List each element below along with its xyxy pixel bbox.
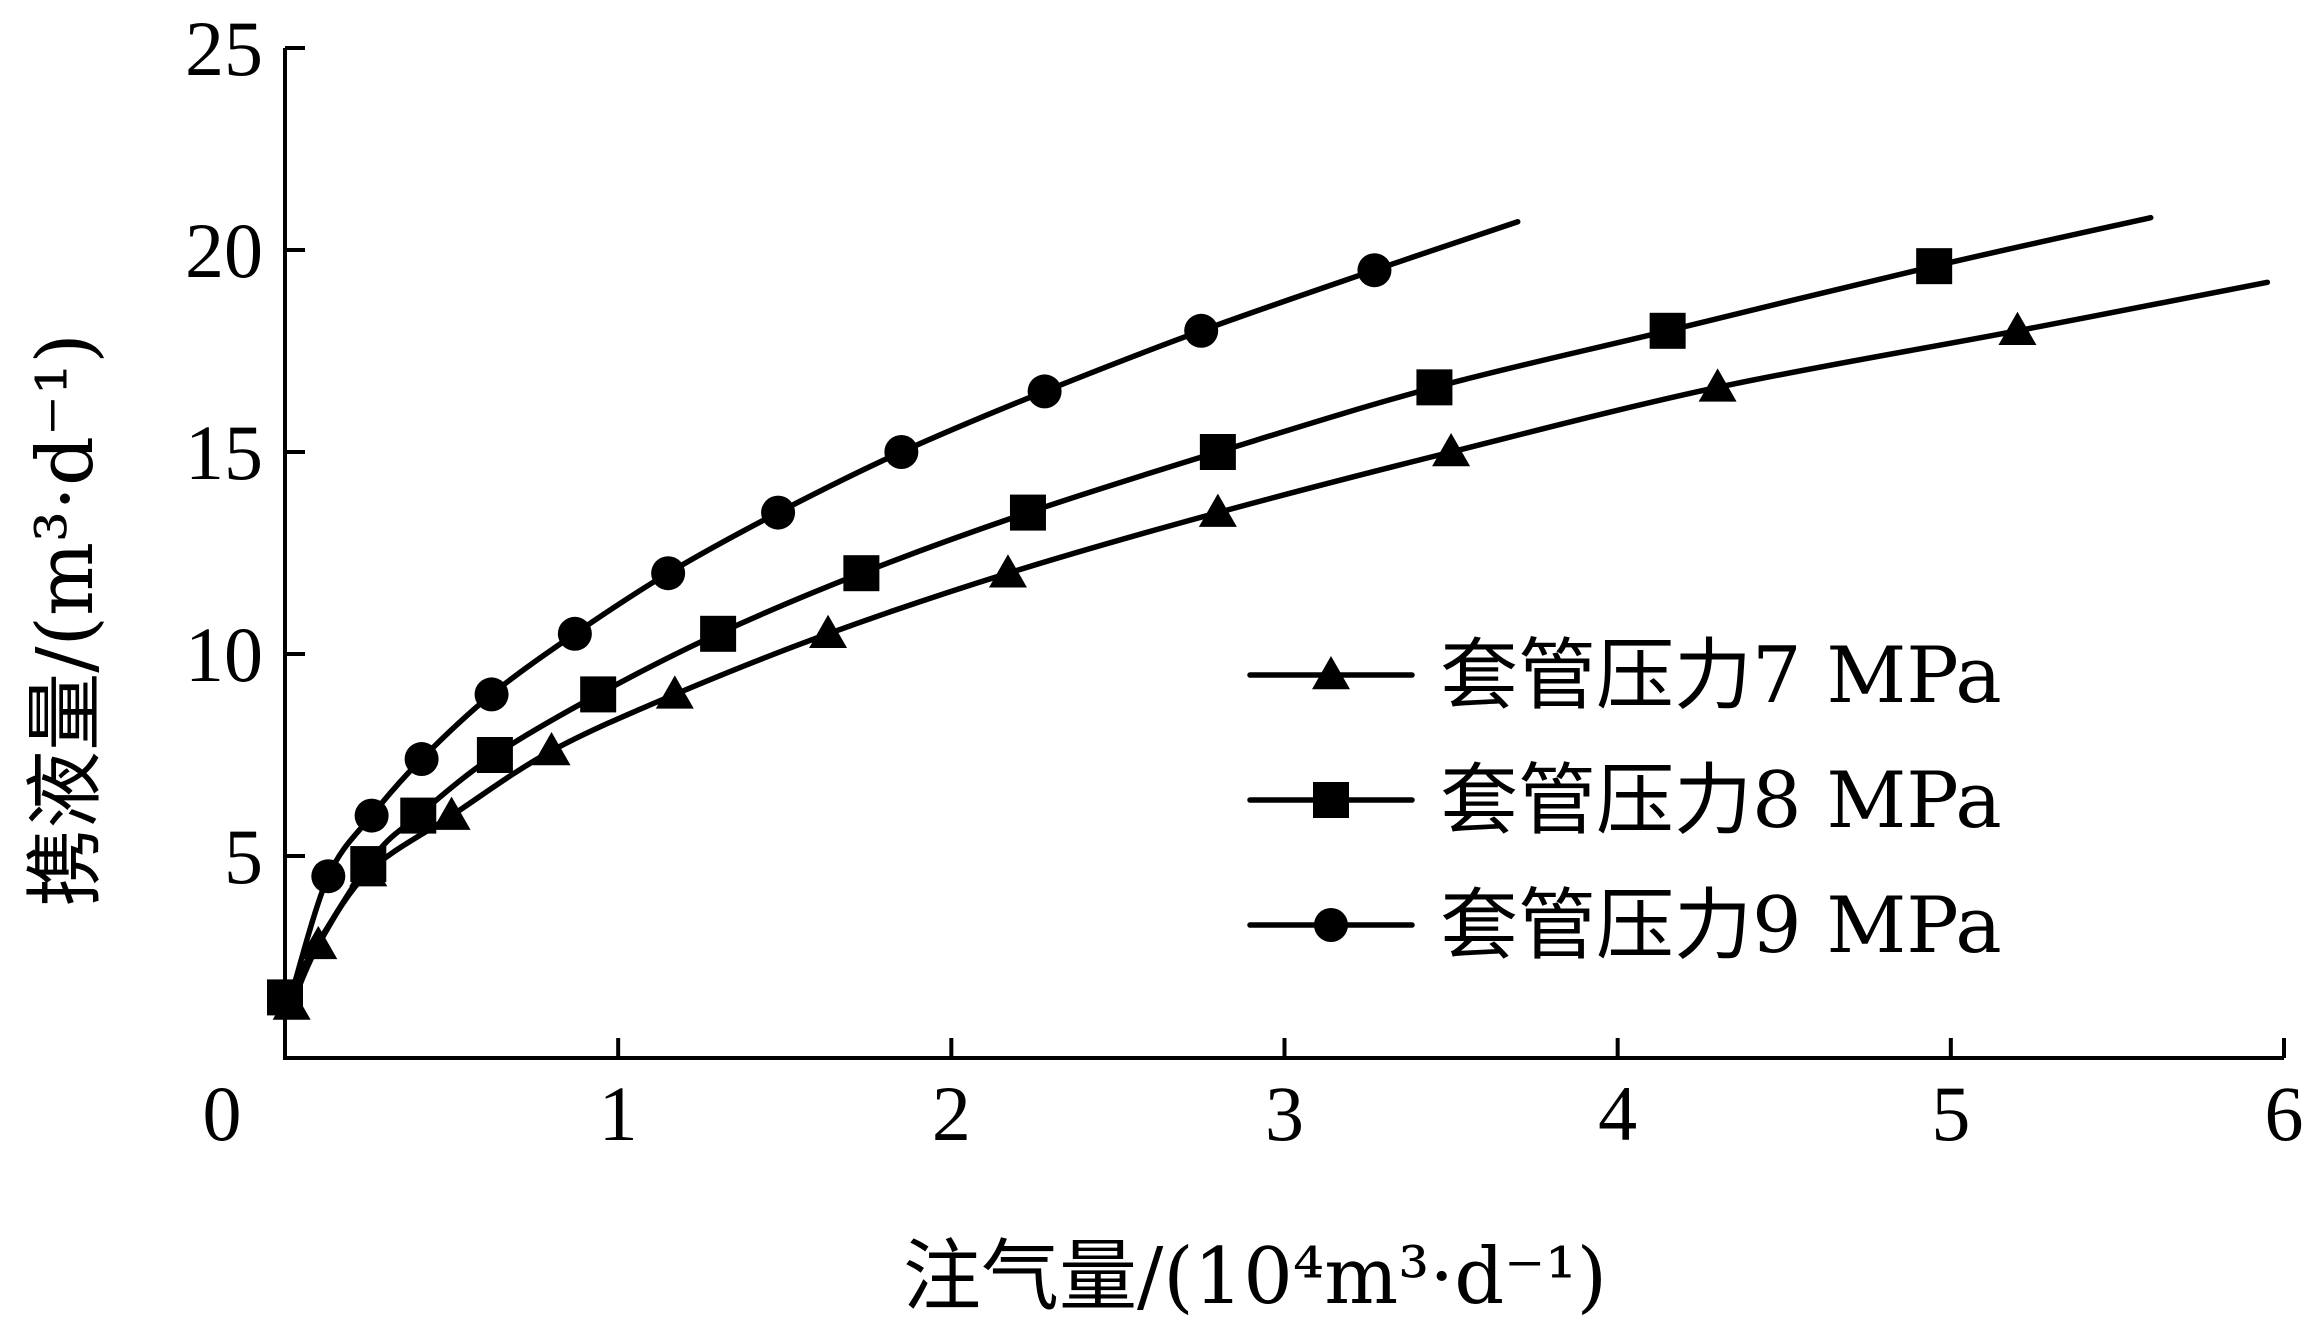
legend: 套管压力7 MPa 套管压力8 MPa 套管压力9 MPa (1247, 631, 2002, 971)
data-point-square (476, 737, 513, 773)
x-tick-label: 2 (932, 1070, 971, 1157)
legend-label: 套管压力9 MPa (1440, 881, 2002, 971)
data-point-triangle (988, 554, 1027, 588)
data-point-circle (761, 495, 796, 530)
y-ticks: 5 10 15 20 25 (185, 5, 305, 900)
data-point-square (350, 846, 387, 883)
legend-marker-circle (1314, 908, 1348, 942)
legend-label: 套管压力8 MPa (1440, 756, 2002, 846)
y-tick-label: 10 (185, 611, 263, 698)
y-axis-title: 携液量/(m³·d⁻¹) (21, 333, 111, 907)
y-tick-label: 20 (185, 207, 263, 294)
data-point-triangle (1698, 368, 1737, 402)
x-axis-title: 注气量/(10⁴m³·d⁻¹) (903, 1232, 1607, 1321)
y-tick-label: 25 (185, 5, 263, 92)
data-point-triangle (299, 925, 338, 960)
x-tick-label: 5 (1931, 1070, 1970, 1157)
data-point-triangle (655, 675, 694, 709)
data-point-triangle (532, 731, 571, 766)
data-point-square (267, 979, 303, 1016)
data-point-circle (884, 435, 919, 469)
data-point-square (1649, 312, 1686, 349)
data-point-circle (557, 616, 592, 651)
x-tick-label: 1 (599, 1070, 638, 1157)
x-tick-label: 3 (1265, 1070, 1304, 1157)
data-point-triangle (432, 796, 471, 830)
y-tick-label: 5 (224, 813, 263, 900)
legend-item-1: 套管压力7 MPa (1247, 631, 2002, 721)
legend-item-2: 套管压力8 MPa (1247, 756, 2002, 846)
data-point-triangle (1198, 493, 1237, 527)
series-markers (267, 248, 2037, 1020)
data-point-square (400, 797, 437, 834)
x-ticks: 0 1 2 3 4 5 6 (203, 1038, 2304, 1157)
data-point-circle (404, 742, 439, 777)
data-point-circle (474, 677, 509, 712)
data-point-square (1916, 248, 1953, 285)
data-point-circle (1184, 313, 1219, 348)
data-point-square (1009, 494, 1046, 531)
data-point-square (1199, 434, 1236, 470)
data-point-circle (1027, 374, 1062, 409)
data-point-triangle (809, 614, 848, 649)
y-tick-label: 15 (185, 409, 263, 496)
series-line-2 (282, 214, 2154, 1001)
data-point-triangle (1998, 311, 2037, 346)
x-tick-label: 4 (1598, 1070, 1637, 1157)
legend-label: 套管压力7 MPa (1440, 631, 2002, 721)
legend-item-3: 套管压力9 MPa (1247, 881, 2002, 971)
data-point-circle (311, 859, 346, 894)
data-point-circle (651, 556, 686, 591)
data-point-square (700, 615, 737, 652)
data-point-square (843, 555, 880, 592)
legend-marker-triangle (1312, 656, 1350, 690)
data-point-square (580, 676, 617, 713)
data-point-circle (354, 798, 389, 833)
x-tick-label: 6 (2265, 1070, 2304, 1157)
data-point-circle (1357, 253, 1392, 288)
legend-marker-square (1313, 782, 1349, 818)
data-point-triangle (1432, 433, 1471, 467)
x-tick-label: 0 (203, 1070, 242, 1157)
data-point-square (1416, 369, 1453, 406)
